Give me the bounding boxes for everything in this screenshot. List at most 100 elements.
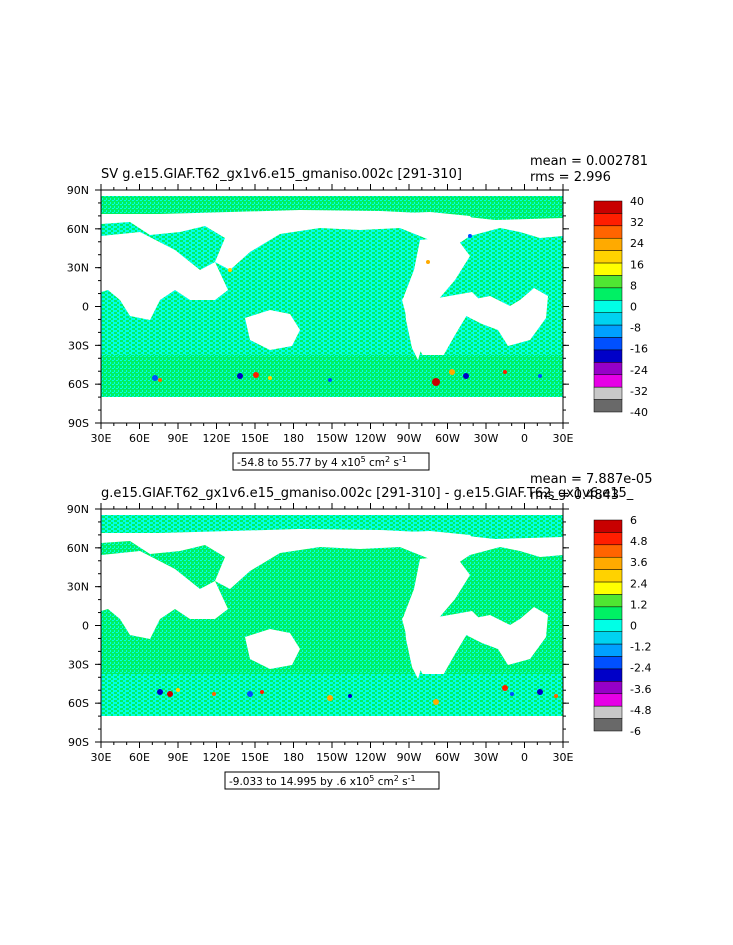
panel-top-colorbar-swatch bbox=[593, 374, 623, 388]
panel-top-colorbar-swatch bbox=[593, 337, 623, 351]
panel-top-colorbar-label: 32 bbox=[630, 216, 644, 229]
panel-bottom-ytick-label: 90S bbox=[68, 736, 89, 749]
panel-bottom-mean: mean = 7.887e-05 bbox=[530, 472, 652, 487]
panel-top-xtick-label: 120W bbox=[355, 432, 387, 445]
panel-bottom-colorbar-label: 6 bbox=[630, 514, 637, 527]
panel-top-xtick-label: 120E bbox=[203, 432, 231, 445]
panel-top-colorbar-label: -24 bbox=[630, 364, 648, 377]
panel-top-title: SV g.e15.GIAF.T62_gx1v6.e15_gmaniso.002c… bbox=[101, 167, 462, 182]
panel-top-colorbar: 40 32 24 16 8 0 -8 -16 -24 -32 -40 bbox=[593, 195, 648, 419]
panel-top-colorbar-swatch bbox=[593, 200, 623, 214]
panel-bottom-colorbar-swatch bbox=[593, 594, 623, 608]
panel-bottom-range-box: -9.033 to 14.995 by .6 x105 cm2 s-1 bbox=[224, 771, 440, 790]
panel-bottom-xtick-label: 30W bbox=[474, 751, 499, 764]
panel-bottom-colorbar-swatch bbox=[593, 681, 623, 695]
panel-bottom-xtick-label: 60E bbox=[129, 751, 150, 764]
panel-bottom-colorbar-label: -4.8 bbox=[630, 704, 651, 717]
panel-top-ytick-label: 90S bbox=[68, 417, 89, 430]
panel-bottom-colorbar-swatch bbox=[593, 656, 623, 670]
panel-bottom-colorbar-label: 4.8 bbox=[630, 535, 648, 548]
panel-top-colorbar-label: -40 bbox=[630, 406, 648, 419]
panel-top-rms: rms = 2.996 bbox=[530, 170, 611, 185]
panel-bottom-xtick-label: 120E bbox=[203, 751, 231, 764]
panel-bottom-colorbar: 6 4.8 3.6 2.4 1.2 0 -1.2 -2.4 -3.6 -4.8 -6 bbox=[593, 514, 651, 738]
panel-top-axes: 30E 60E 90E 120E 150E 180 150W 120W 90W 60W 30W 0 30… bbox=[67, 184, 574, 445]
panel-bottom-colorbar-swatch bbox=[593, 693, 623, 707]
panel-top-xtick-label: 180 bbox=[283, 432, 304, 445]
panel-bottom-range-units-exp: 2 bbox=[394, 774, 399, 783]
panel-bottom-colorbar-swatch bbox=[593, 556, 623, 570]
panel-top-ytick-label: 60S bbox=[68, 378, 89, 391]
panel-bottom-colorbar-label: 2.4 bbox=[630, 577, 648, 590]
panel-top-colorbar-label: -16 bbox=[630, 343, 648, 356]
panel-bottom-colorbar-label: -2.4 bbox=[630, 662, 651, 675]
panel-bottom-xtick-label: 30E bbox=[91, 751, 112, 764]
panel-top-range-units: cm bbox=[366, 457, 385, 469]
panel-top-range-exp: 5 bbox=[361, 455, 366, 464]
panel-top-range-text: -54.8 to 55.77 by 4 x10 bbox=[237, 457, 361, 469]
panel-bottom-ytick-label: 0 bbox=[82, 620, 89, 633]
panel-bottom-rms: rms = 0.4843 bbox=[530, 488, 619, 503]
panel-top-colorbar-label: 8 bbox=[630, 279, 637, 292]
panel-top-mean: mean = 0.002781 bbox=[530, 154, 648, 169]
panel-top-xtick-label: 90E bbox=[168, 432, 189, 445]
panel-bottom-colorbar-label: 3.6 bbox=[630, 556, 648, 569]
panel-top-xtick-label: 150E bbox=[241, 432, 269, 445]
panel-bottom-title: g.e15.GIAF.T62_gx1v6.e15_gmaniso.002c [2… bbox=[101, 486, 634, 501]
panel-bottom-range-units-tail-exp: -1 bbox=[408, 774, 416, 783]
panel-top-xtick-label: 150W bbox=[316, 432, 348, 445]
panel-bottom-xtick-label: 0 bbox=[521, 751, 528, 764]
panel-bottom-eddies bbox=[157, 685, 558, 705]
panel-top-range-units-tail-exp: -1 bbox=[399, 455, 407, 464]
panel-top-ytick-label: 60N bbox=[67, 223, 89, 236]
panel-top-colorbar-label: 16 bbox=[630, 258, 644, 271]
panel-bottom-xtick-label: 150W bbox=[316, 751, 348, 764]
panel-top-xtick-label: 30E bbox=[553, 432, 574, 445]
panel-top-xtick-label: 90W bbox=[397, 432, 422, 445]
panel-bottom-colorbar-swatch bbox=[593, 705, 623, 719]
panel-top-colorbar-swatch bbox=[593, 349, 623, 363]
panel-top-colorbar-swatch bbox=[593, 250, 623, 264]
panel-top-eddies bbox=[152, 234, 542, 386]
panel-bottom-xtick-label: 120W bbox=[355, 751, 387, 764]
panel-top-colorbar-swatch bbox=[593, 312, 623, 326]
panel-bottom-colorbar-label: -6 bbox=[630, 725, 641, 738]
panel-bottom-colorbar-swatch bbox=[593, 606, 623, 620]
panel-top-colorbar-swatch bbox=[593, 399, 623, 413]
panel-bottom-ytick-label: 90N bbox=[67, 503, 89, 516]
panel-bottom-xtick-label: 90W bbox=[397, 751, 422, 764]
panel-bottom-ytick-label: 30N bbox=[67, 581, 89, 594]
panel-bottom-range-text: -9.033 to 14.995 by .6 x10 bbox=[229, 776, 369, 788]
panel-top-ytick-label: 90N bbox=[67, 184, 89, 197]
panel-top-colorbar-swatch bbox=[593, 324, 623, 338]
panel-bottom-xtick-label: 30E bbox=[553, 751, 574, 764]
panel-bottom-colorbar-swatch bbox=[593, 718, 623, 732]
panel-bottom-colorbar-swatch bbox=[593, 569, 623, 583]
panel-bottom-colorbar-swatch bbox=[593, 668, 623, 682]
panel-top-colorbar-swatch bbox=[593, 362, 623, 376]
panel-top-colorbar-swatch bbox=[593, 237, 623, 251]
panel-top-colorbar-label: 40 bbox=[630, 195, 644, 208]
panel-bottom-colorbar-swatch bbox=[593, 544, 623, 558]
panel-top-range-units-tail: s bbox=[390, 457, 399, 469]
panel-top-range-box: -54.8 to 55.77 by 4 x105 cm2 s-1 bbox=[232, 452, 430, 471]
panel-bottom-xtick-label: 150E bbox=[241, 751, 269, 764]
panel-top: SV g.e15.GIAF.T62_gx1v6.e15_gmaniso.002c… bbox=[67, 154, 648, 471]
panel-bottom-range-units: cm bbox=[374, 776, 393, 788]
panel-top-xtick-label: 60W bbox=[435, 432, 460, 445]
panel-top-colorbar-swatch bbox=[593, 287, 623, 301]
panel-top-colorbar-label: -8 bbox=[630, 322, 641, 335]
panel-bottom-xtick-label: 90E bbox=[168, 751, 189, 764]
panel-top-range-units-exp: 2 bbox=[385, 455, 390, 464]
panel-bottom-ytick-label: 60S bbox=[68, 697, 89, 710]
panel-top-map bbox=[101, 190, 563, 423]
panel-bottom-ytick-label: 60N bbox=[67, 542, 89, 555]
panel-top-ytick-label: 30N bbox=[67, 262, 89, 275]
panel-top-xtick-label: 30E bbox=[91, 432, 112, 445]
panel-bottom-xtick-label: 180 bbox=[283, 751, 304, 764]
panel-top-ytick-label: 30S bbox=[68, 339, 89, 352]
svg-text:-9.033 to 14.995 by .6 x105 cm: -9.033 to 14.995 by .6 x105 cm2 s-1 bbox=[229, 774, 416, 788]
panel-top-ytick-label: 0 bbox=[82, 301, 89, 314]
panel-bottom-colorbar-swatch bbox=[593, 631, 623, 645]
